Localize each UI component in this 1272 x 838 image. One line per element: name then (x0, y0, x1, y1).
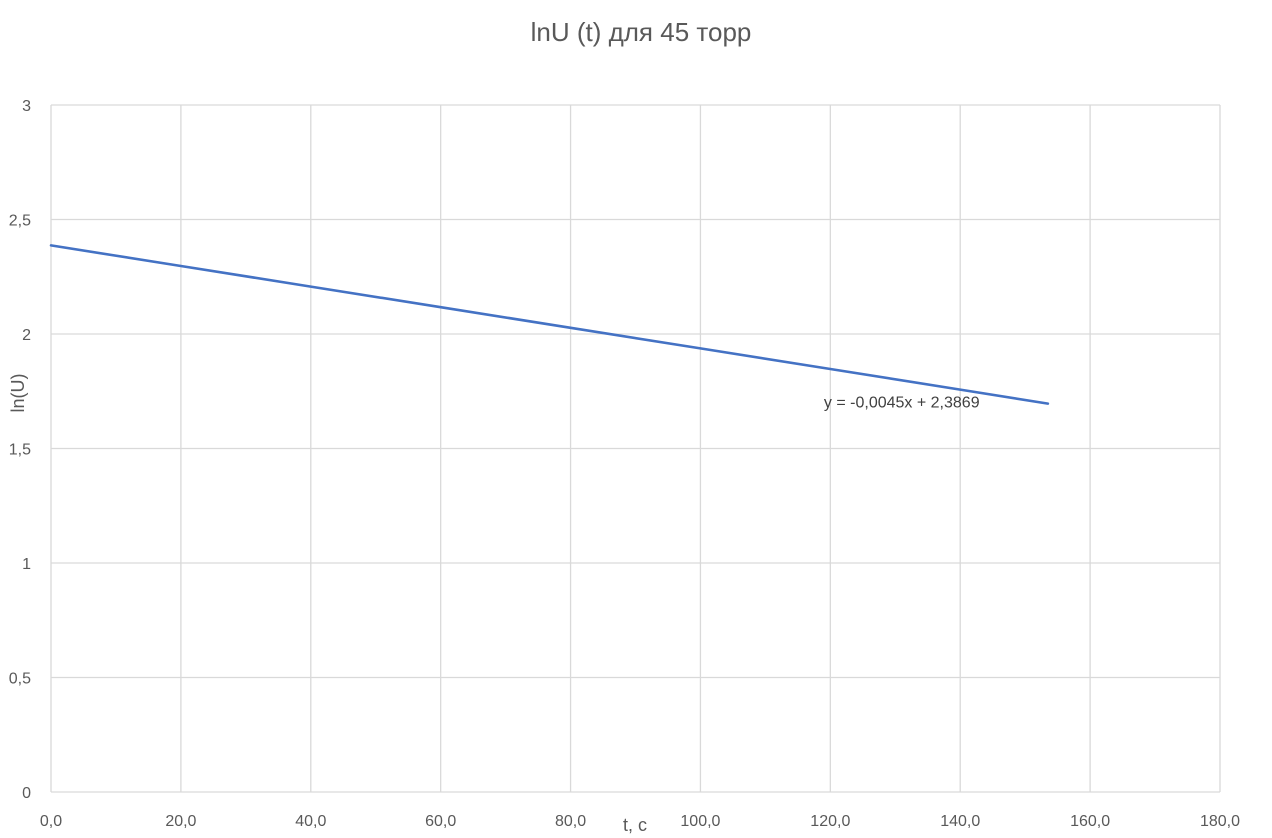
x-tick-label: 100,0 (680, 813, 720, 830)
horizontal-gridlines (51, 104, 1220, 793)
x-tick-label: 20,0 (165, 813, 196, 830)
trendline (50, 244, 1049, 405)
y-tick-label: 3 (22, 98, 31, 115)
y-axis-title: ln(U) (8, 374, 28, 413)
y-tick-labels: 0 0,5 1 1,5 2 2,5 3 (9, 98, 31, 802)
y-tick-label: 1,5 (9, 442, 31, 459)
y-tick-label: 2,5 (9, 213, 31, 230)
x-tick-label: 40,0 (295, 813, 326, 830)
x-axis-title: t, c (623, 815, 647, 835)
x-tick-label: 0,0 (40, 813, 62, 830)
x-tick-label: 180,0 (1200, 813, 1240, 830)
trendline-equation: y = -0,0045x + 2,3869 (824, 394, 980, 411)
x-tick-label: 120,0 (810, 813, 850, 830)
chart-title: lnU (t) для 45 торр (531, 17, 752, 47)
y-tick-label: 2 (22, 327, 31, 344)
series-layer (49, 244, 1050, 405)
x-tick-label: 160,0 (1070, 813, 1110, 830)
x-tick-label: 140,0 (940, 813, 980, 830)
y-tick-label: 0,5 (9, 671, 31, 688)
y-tick-label: 0 (22, 785, 31, 802)
x-tick-label: 60,0 (425, 813, 456, 830)
x-tick-labels: 0,0 20,0 40,0 60,0 80,0 100,0 120,0 140,0 160,0 1… (40, 813, 1240, 830)
x-tick-label: 80,0 (555, 813, 586, 830)
y-tick-label: 1 (22, 556, 31, 573)
